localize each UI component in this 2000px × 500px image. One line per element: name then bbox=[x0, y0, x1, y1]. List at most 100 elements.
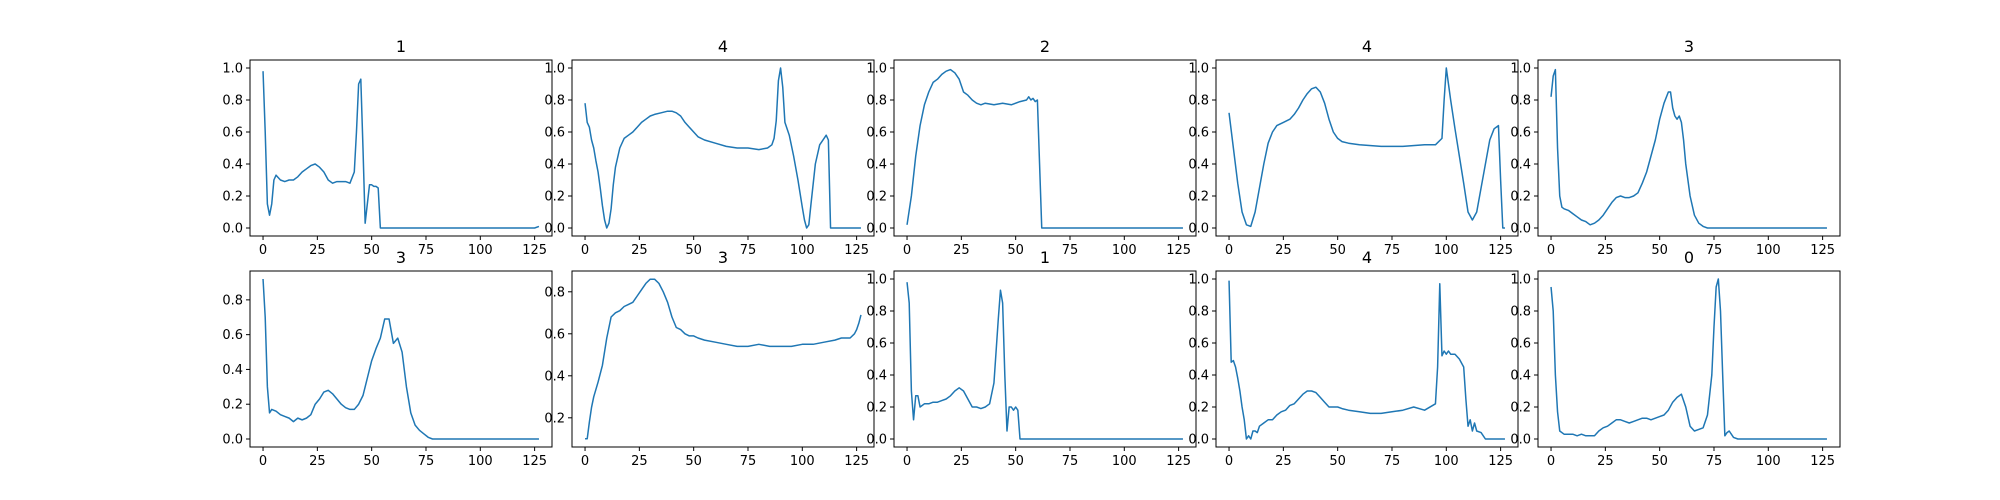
axes-frame bbox=[1537, 270, 1841, 448]
subplot-title: 2 bbox=[1040, 37, 1050, 56]
y-tick-label: 0.4 bbox=[1188, 369, 1209, 384]
x-tick-label: 75 bbox=[1062, 454, 1079, 469]
x-tick-label: 0 bbox=[581, 454, 589, 469]
series-line-7-1 bbox=[585, 278, 862, 440]
subplot-4: 0 25 50 75 100 125 0.0 0.2 0.4 0.6 0.8 1.0 4 bbox=[1188, 37, 1519, 258]
y-tick-label: 0.8 bbox=[544, 285, 565, 300]
y-tick-label: 0.0 bbox=[544, 222, 565, 237]
x-tick-label: 100 bbox=[1756, 454, 1781, 469]
y-tick-label: 0.4 bbox=[222, 158, 243, 173]
x-tick-label: 50 bbox=[363, 243, 380, 258]
x-tick-label: 125 bbox=[1166, 243, 1191, 258]
subplot-3: 0 25 50 75 100 125 0.0 0.2 0.4 0.6 0.8 1.0 2 bbox=[866, 37, 1197, 258]
y-tick-label: 1.0 bbox=[1188, 273, 1209, 288]
y-tick-label: 0.6 bbox=[866, 337, 887, 352]
x-tick-label: 50 bbox=[363, 454, 380, 469]
x-tick-label: 75 bbox=[418, 454, 435, 469]
x-tick-label: 125 bbox=[844, 243, 869, 258]
y-tick-label: 0.2 bbox=[1188, 190, 1209, 205]
x-tick-label: 50 bbox=[685, 243, 702, 258]
x-tick-label: 75 bbox=[1706, 454, 1723, 469]
subplot-title: 1 bbox=[396, 37, 406, 56]
y-tick-label: 0.2 bbox=[222, 398, 243, 413]
x-tick-label: 25 bbox=[953, 454, 970, 469]
x-tick-label: 100 bbox=[1434, 243, 1459, 258]
y-tick-label: 0.2 bbox=[866, 401, 887, 416]
series-line-2-1 bbox=[584, 67, 861, 229]
y-tick-label: 0.0 bbox=[222, 222, 243, 237]
y-tick-label: 1.0 bbox=[866, 273, 887, 288]
x-tick-label: 100 bbox=[468, 454, 493, 469]
subplot-5: 0 25 50 75 100 125 0.0 0.2 0.4 0.6 0.8 1.0 3 bbox=[1510, 37, 1841, 258]
subplot-title: 4 bbox=[1362, 248, 1372, 267]
x-tick-label: 75 bbox=[1384, 243, 1401, 258]
x-tick-label: 0 bbox=[259, 454, 267, 469]
x-tick-label: 125 bbox=[1488, 243, 1513, 258]
x-tick-label: 100 bbox=[790, 454, 815, 469]
x-tick-label: 125 bbox=[844, 454, 869, 469]
x-tick-label: 100 bbox=[1434, 454, 1459, 469]
y-tick-label: 0.4 bbox=[544, 158, 565, 173]
x-tick-label: 0 bbox=[1225, 243, 1233, 258]
x-tick-label: 25 bbox=[631, 454, 648, 469]
x-tick-label: 0 bbox=[581, 243, 589, 258]
x-tick-label: 0 bbox=[1225, 454, 1233, 469]
y-tick-label: 0.6 bbox=[1188, 126, 1209, 141]
y-tick-label: 1.0 bbox=[1510, 62, 1531, 77]
y-tick-label: 0.6 bbox=[544, 327, 565, 342]
x-tick-label: 125 bbox=[1488, 454, 1513, 469]
y-tick-label: 0.2 bbox=[1510, 190, 1531, 205]
x-tick-label: 25 bbox=[309, 243, 326, 258]
x-tick-label: 75 bbox=[1706, 243, 1723, 258]
series-line-5-1 bbox=[1550, 68, 1827, 229]
x-tick-label: 25 bbox=[309, 454, 326, 469]
subplot-title: 1 bbox=[1040, 248, 1050, 267]
axes-frame bbox=[1537, 59, 1841, 237]
x-tick-label: 100 bbox=[1112, 454, 1137, 469]
subplot-title: 3 bbox=[396, 248, 406, 267]
subplot-6: 0 25 50 75 100 125 0.0 0.2 0.4 0.6 0.8 3 bbox=[222, 248, 553, 469]
series-line-3-1 bbox=[906, 68, 1183, 229]
y-tick-label: 1.0 bbox=[866, 62, 887, 77]
y-tick-label: 0.6 bbox=[222, 328, 243, 343]
y-tick-label: 0.2 bbox=[544, 190, 565, 205]
x-tick-label: 125 bbox=[1810, 243, 1835, 258]
y-tick-label: 0.8 bbox=[222, 94, 243, 109]
x-tick-label: 25 bbox=[953, 243, 970, 258]
y-tick-label: 0.8 bbox=[1510, 94, 1531, 109]
x-tick-label: 125 bbox=[1166, 454, 1191, 469]
y-tick-label: 0.0 bbox=[1188, 433, 1209, 448]
axes-frame bbox=[893, 59, 1197, 237]
x-tick-label: 50 bbox=[1651, 454, 1668, 469]
x-tick-label: 25 bbox=[1275, 454, 1292, 469]
y-tick-label: 0.4 bbox=[866, 369, 887, 384]
axes-frame bbox=[571, 59, 875, 237]
subplot-8: 0 25 50 75 100 125 0.0 0.2 0.4 0.6 0.8 1.0 1 bbox=[866, 248, 1197, 469]
x-tick-label: 100 bbox=[790, 243, 815, 258]
series-line-4-1 bbox=[1228, 67, 1505, 229]
x-tick-label: 75 bbox=[418, 243, 435, 258]
subplot-1: 0 25 50 75 100 125 0.0 0.2 0.4 0.6 0.8 1.0 1 bbox=[222, 37, 553, 258]
subplot-title: 4 bbox=[1362, 37, 1372, 56]
x-tick-label: 75 bbox=[740, 454, 757, 469]
y-tick-label: 0.4 bbox=[1188, 158, 1209, 173]
x-tick-label: 0 bbox=[1547, 454, 1555, 469]
y-tick-label: 0.4 bbox=[544, 369, 565, 384]
y-tick-label: 0.8 bbox=[1188, 94, 1209, 109]
subplot-10: 0 25 50 75 100 125 0.0 0.2 0.4 0.6 0.8 1.0 0 bbox=[1510, 248, 1841, 469]
x-tick-label: 75 bbox=[1384, 454, 1401, 469]
subplot-title: 0 bbox=[1684, 248, 1694, 267]
x-tick-label: 25 bbox=[1597, 243, 1614, 258]
y-tick-label: 0.6 bbox=[1510, 126, 1531, 141]
x-tick-label: 0 bbox=[259, 243, 267, 258]
y-tick-label: 0.0 bbox=[866, 433, 887, 448]
x-tick-label: 25 bbox=[1275, 243, 1292, 258]
x-tick-label: 50 bbox=[1007, 454, 1024, 469]
x-tick-label: 0 bbox=[903, 243, 911, 258]
series-line-1-1 bbox=[262, 71, 540, 229]
x-tick-label: 0 bbox=[1547, 243, 1555, 258]
y-tick-label: 0.0 bbox=[222, 433, 243, 448]
x-tick-label: 125 bbox=[1810, 454, 1835, 469]
y-tick-label: 0.0 bbox=[1188, 222, 1209, 237]
